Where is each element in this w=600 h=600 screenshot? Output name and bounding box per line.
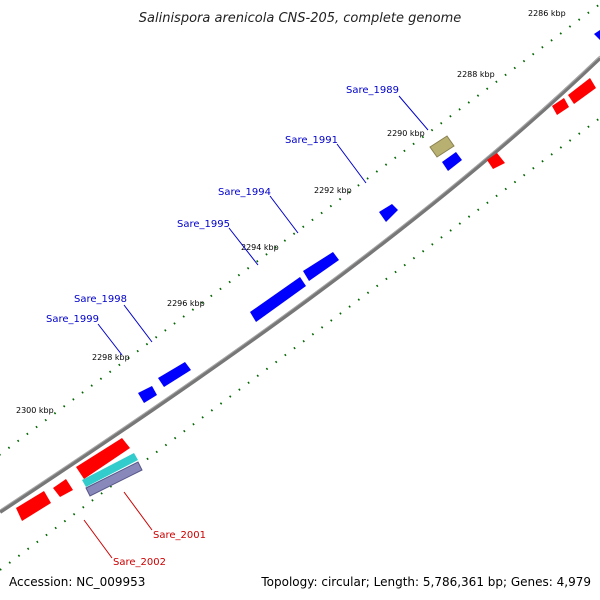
gene-label-sare-2002[interactable]: Sare_2002 (113, 557, 166, 568)
gene-sare-1994[interactable] (303, 252, 339, 281)
tick-label: 2300 kbp (16, 406, 54, 415)
gene-sare-1999[interactable] (138, 386, 157, 403)
gene-label-sare-1991[interactable]: Sare_1991 (285, 135, 338, 146)
gene-reverse-top2 (552, 98, 569, 115)
outer-tick-track (0, 3, 600, 456)
rna-feature-bar (82, 453, 138, 487)
tick-label: 2290 kbp (387, 129, 425, 138)
accession-text: Accession: NC_009953 (9, 575, 145, 589)
gene-sare-1995[interactable] (250, 277, 306, 322)
gene-reverse-top1 (568, 78, 596, 104)
gene-sare-1991[interactable] (379, 204, 398, 222)
tick-label: 2296 kbp (167, 299, 205, 308)
tick-label: 2288 kbp (457, 70, 495, 79)
gene-sare-2001-red[interactable] (76, 438, 130, 479)
gene-sare-1989[interactable] (442, 152, 462, 171)
gene-label-sare-2001[interactable]: Sare_2001 (153, 530, 206, 541)
gene-label-sare-1998[interactable]: Sare_1998 (74, 294, 127, 305)
genome-backbone (0, 56, 600, 514)
tick-label: 2298 kbp (92, 353, 130, 362)
gene-label-sare-1995[interactable]: Sare_1995 (177, 219, 230, 230)
genome-summary-text: Topology: circular; Length: 5,786,361 bp… (260, 575, 591, 589)
repeat-feature-bar (85, 461, 143, 497)
gene-reverse-mid (487, 153, 505, 169)
label-leaders (83, 95, 429, 559)
gene-reverse-left (16, 491, 51, 521)
gene-label-sare-1994[interactable]: Sare_1994 (218, 187, 271, 198)
inner-tick-track (0, 117, 600, 571)
tick-label: 2286 kbp (528, 9, 566, 18)
tick-label: 2292 kbp (314, 186, 352, 195)
tick-label: 2294 kbp (241, 243, 279, 252)
reverse-genes (16, 78, 596, 521)
gene-label-sare-1999[interactable]: Sare_1999 (46, 314, 99, 325)
gene-sare-2002[interactable] (53, 479, 73, 497)
misc-feature-box (429, 135, 455, 158)
map-title: Salinispora arenicola CNS-205, complete … (139, 11, 461, 26)
gene-sare-1998[interactable] (158, 362, 191, 387)
gene-label-sare-1989[interactable]: Sare_1989 (346, 85, 399, 96)
gene-partial-top (594, 30, 600, 40)
forward-genes (138, 30, 600, 403)
